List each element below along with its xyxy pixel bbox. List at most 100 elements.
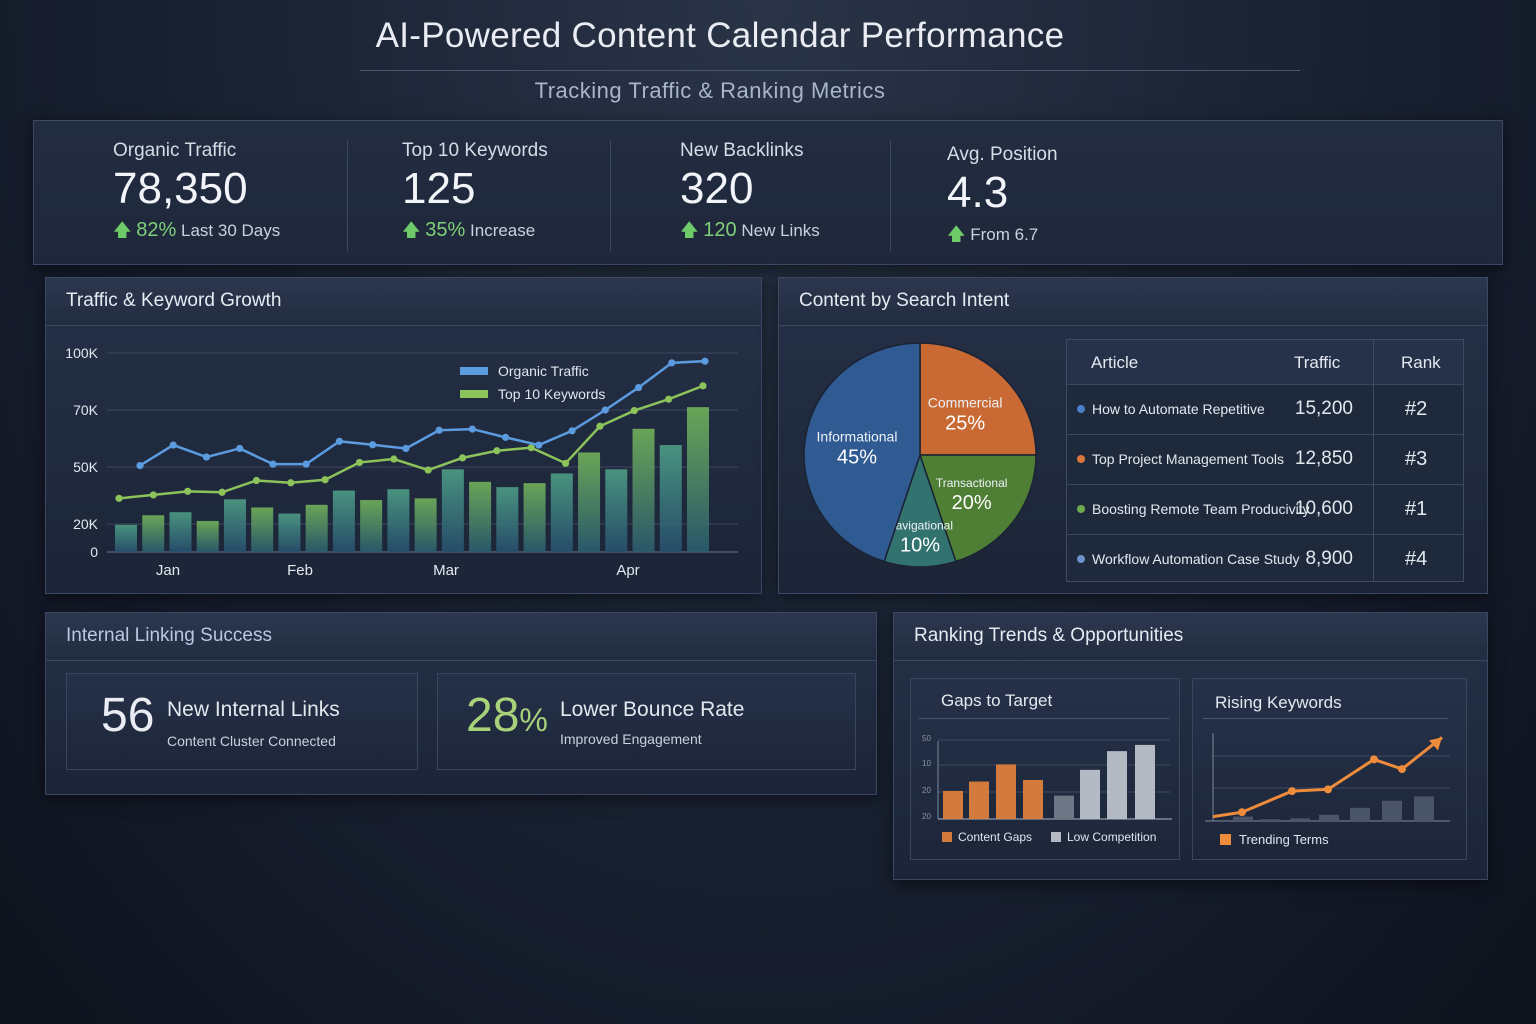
rising-keywords-chart: Trending Terms <box>1205 733 1450 847</box>
kpi-value: 78,350 <box>113 164 248 213</box>
arrow-up-icon: 🡅 <box>402 220 421 240</box>
data-point <box>1370 755 1378 764</box>
arrow-up-icon: 🡅 <box>680 220 699 240</box>
bar <box>1290 818 1310 821</box>
bar <box>550 473 573 552</box>
bullet-dot-icon <box>1077 555 1085 563</box>
bar <box>115 524 137 552</box>
data-point <box>535 441 543 449</box>
rising-keywords-card: Rising Keywords <box>1192 678 1467 860</box>
kpi-top10-keywords: Top 10 Keywords 125 🡅 35% Increase <box>402 140 548 248</box>
table-row[interactable]: Boosting Remote Team Producivity 10,600 … <box>1067 484 1463 534</box>
panel-title-text: Internal Linking Success <box>66 625 272 646</box>
data-point <box>202 453 211 461</box>
bar <box>1350 807 1370 821</box>
data-point <box>218 488 226 496</box>
bar <box>1319 814 1339 821</box>
article-rank: #2 <box>1405 398 1428 420</box>
bar <box>278 513 301 552</box>
legend-swatch <box>1051 832 1061 842</box>
slice-percent: 25% <box>945 412 985 434</box>
bar-content-gaps <box>996 764 1016 819</box>
bar <box>223 499 246 552</box>
kpi-new-backlinks: New Backlinks 320 🡅 120 New Links <box>680 140 820 248</box>
x-tick-label: Jan <box>156 562 180 579</box>
data-point <box>390 455 398 463</box>
table-row[interactable]: Workflow Automation Case Study 8,900 #4 <box>1067 534 1463 584</box>
search-intent-pie: Commercial 25% Transactional 20% Navigationa… <box>803 342 1037 568</box>
article-title: How to Automate Repetitive <box>1092 401 1265 417</box>
divider <box>890 140 891 252</box>
data-point <box>1288 787 1296 796</box>
x-tick-label: Mar <box>433 562 459 579</box>
bullet-dot-icon <box>1077 455 1085 463</box>
kpi-note: From 6.7 <box>970 225 1039 244</box>
slice-percent: 45% <box>837 446 877 468</box>
kpi-value: 320 <box>680 164 754 213</box>
data-point <box>458 454 467 462</box>
data-point <box>252 476 261 485</box>
data-point <box>1324 785 1332 794</box>
metric-label: Lower Bounce Rate <box>560 698 745 721</box>
legend-swatch <box>460 390 488 398</box>
legend-label: Trending Terms <box>1239 832 1329 847</box>
bar <box>1414 796 1434 821</box>
pie-slice-informational <box>803 342 921 563</box>
data-point <box>501 433 510 441</box>
bar <box>605 469 628 552</box>
y-tick-label: 100K <box>65 345 98 361</box>
article-title: Boosting Remote Team Producivity <box>1092 501 1310 517</box>
data-point <box>321 476 329 484</box>
arrow-up-icon: 🡅 <box>113 220 132 240</box>
slice-label: Navigational <box>887 518 953 532</box>
bar <box>196 520 219 552</box>
kpi-change: 82% <box>136 219 177 241</box>
article-traffic: 15,200 <box>1294 398 1353 419</box>
kpi-note: Increase <box>470 221 536 240</box>
data-point <box>668 359 676 367</box>
data-point <box>634 383 643 392</box>
kpi-value: 4.3 <box>947 168 1009 217</box>
traffic-keyword-chart: 100K 70K 50K 20K 0 Jan Feb Mar Apr Organic Traffi… <box>65 345 738 579</box>
kpi-note: Last 30 Days <box>181 221 281 240</box>
y-tick-label: 20 <box>922 812 931 821</box>
panel-title: Ranking Trends & Opportunities <box>894 613 1487 661</box>
metric-label: New Internal Links <box>167 698 340 721</box>
data-point <box>424 466 432 474</box>
table-row[interactable]: How to Automate Repetitive 15,200 #2 <box>1067 384 1463 434</box>
card-title: Rising Keywords <box>1215 693 1342 712</box>
kpi-label: New Backlinks <box>680 140 804 161</box>
kpi-avg-position: Avg. Position 4.3 🡅 From 6.7 <box>947 144 1058 252</box>
internal-links-card: 56 New Internal Links Content Cluster Co… <box>66 673 418 770</box>
kpi-organic-traffic: Organic Traffic 78,350 🡅 82% Last 30 Day… <box>113 140 280 248</box>
page-title: AI-Powered Content Calendar Performance <box>375 16 1065 55</box>
article-traffic: 12,850 <box>1294 448 1353 469</box>
bounce-rate-card: 28% Lower Bounce Rate Improved Engagemen… <box>437 673 856 770</box>
bar-low-competition <box>1054 795 1074 819</box>
series-line-top-10-keywords <box>118 384 704 500</box>
column-header-rank: Rank <box>1401 353 1441 372</box>
data-point <box>468 425 476 433</box>
bar <box>360 500 383 552</box>
bar-low-competition <box>1135 744 1155 819</box>
metric-sub: Content Cluster Connected <box>167 733 336 749</box>
data-point <box>1398 765 1406 774</box>
data-point <box>355 458 364 467</box>
page-subtitle: Tracking Traffic & Ranking Metrics <box>534 78 886 103</box>
bullet-dot-icon <box>1077 405 1085 413</box>
gaps-to-target-chart: 50 10 20 20 Content Gaps Low Competition <box>922 734 1172 844</box>
table-row[interactable]: Top Project Management Tools 12,850 #3 <box>1067 434 1463 484</box>
data-point <box>269 460 277 468</box>
bar <box>387 489 410 552</box>
bullet-dot-icon <box>1077 505 1085 513</box>
bar <box>1260 819 1280 821</box>
table-header: Article Traffic Rank <box>1067 340 1463 384</box>
y-tick-label: 10 <box>922 759 931 768</box>
x-tick-label: Apr <box>616 562 639 579</box>
slice-percent: 10% <box>900 534 940 556</box>
bar <box>1382 800 1402 821</box>
article-rank: #4 <box>1405 548 1428 570</box>
data-point <box>402 444 410 453</box>
slice-label: Informational <box>817 428 898 444</box>
data-point <box>561 459 570 467</box>
